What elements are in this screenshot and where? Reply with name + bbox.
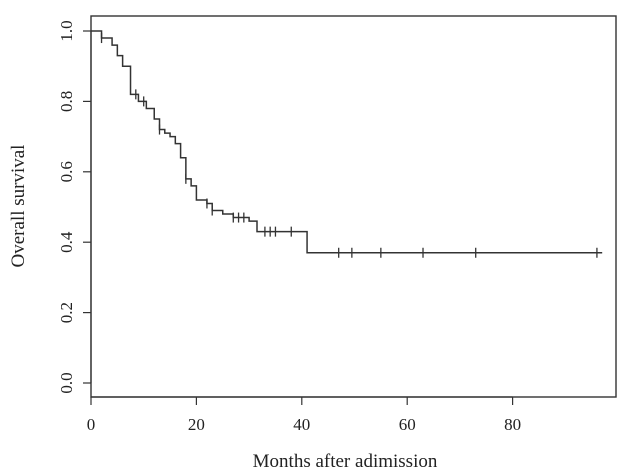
- x-tick-label: 80: [504, 415, 521, 434]
- x-tick-label: 40: [293, 415, 310, 434]
- survival-curve: [91, 30, 603, 254]
- x-axis-title: Months after adimission: [253, 451, 438, 472]
- plot-frame: [90, 15, 617, 398]
- y-tick-label: 0.4: [57, 231, 76, 253]
- y-axis-title: Overall survival: [8, 145, 29, 268]
- y-tick-label: 0.2: [57, 302, 76, 323]
- x-tick-label: 20: [188, 415, 205, 434]
- y-tick-label: 0.0: [57, 372, 76, 393]
- x-tick-label: 60: [399, 415, 416, 434]
- plot-area: [91, 30, 603, 258]
- x-tick-label: 0: [87, 415, 96, 434]
- y-tick-label: 0.8: [57, 91, 76, 112]
- y-tick-label: 1.0: [57, 20, 76, 41]
- axes: 0 20 40 60 80 0.0 0.2 0.4 0.6 0.8 1.0: [57, 20, 521, 434]
- y-tick-label: 0.6: [57, 161, 76, 182]
